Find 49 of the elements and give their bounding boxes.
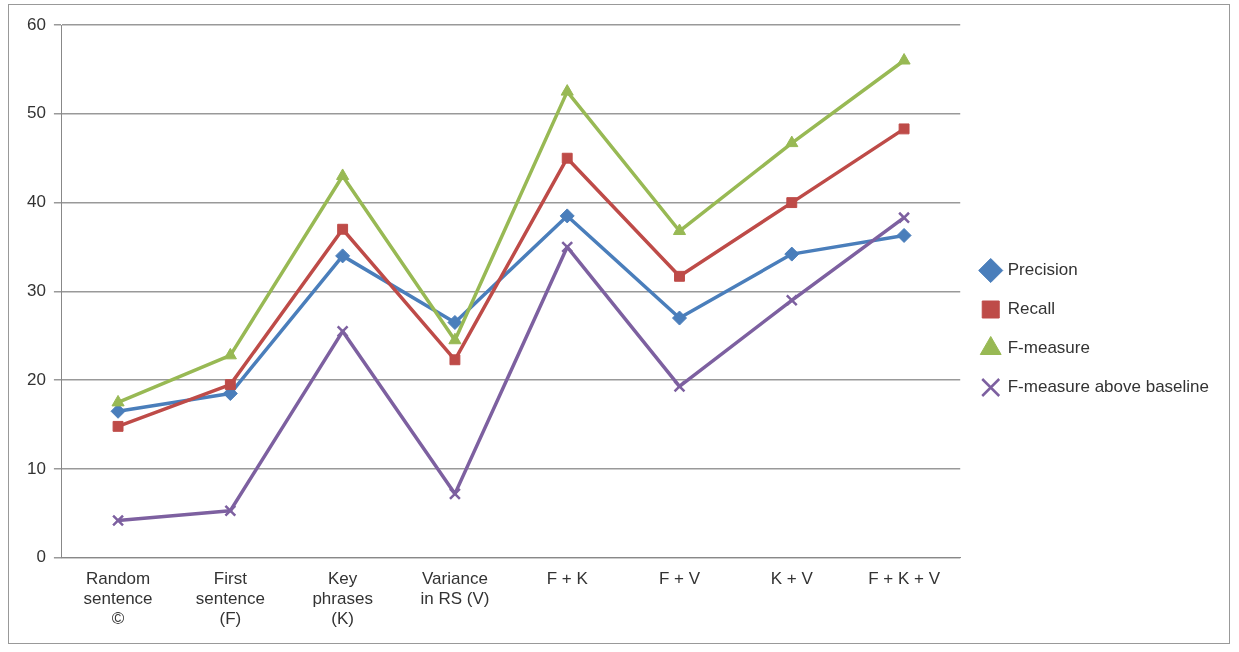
x-tick-label: F + V xyxy=(658,568,701,588)
point xyxy=(785,135,799,148)
y-tick-label: 10 xyxy=(26,458,46,478)
x-tick-label: Key phrases (K) xyxy=(312,568,373,629)
point xyxy=(336,168,350,180)
legend-label: F-measure above baseline xyxy=(1007,377,1209,397)
point xyxy=(447,314,463,330)
point xyxy=(897,211,911,224)
point xyxy=(897,53,911,65)
legend-label: Recall xyxy=(1007,299,1055,319)
y-tick-label: 20 xyxy=(26,369,46,389)
point xyxy=(560,84,574,96)
point xyxy=(337,223,349,235)
point xyxy=(224,504,237,517)
x-tick-label: Variance in RS (V) xyxy=(420,568,490,609)
point xyxy=(112,420,124,432)
point xyxy=(559,208,575,224)
point xyxy=(448,487,462,501)
point xyxy=(898,123,910,135)
point xyxy=(673,380,686,393)
y-tick-label: 30 xyxy=(26,281,46,301)
point xyxy=(896,227,912,243)
point xyxy=(111,394,125,407)
point xyxy=(223,347,237,360)
x-tick-label: F + K xyxy=(546,568,589,588)
point xyxy=(335,248,351,264)
point xyxy=(785,294,798,307)
y-tick-label: 60 xyxy=(26,14,46,34)
x-tick-label: F + K + V xyxy=(868,568,941,588)
point xyxy=(448,332,462,345)
x-tick-label: K + V xyxy=(770,568,814,588)
y-tick-label: 40 xyxy=(26,192,46,212)
point xyxy=(674,270,685,282)
point xyxy=(784,246,800,262)
x-tick-label: Random sentence © xyxy=(83,568,153,629)
x-tick-label: First sentence (F) xyxy=(195,568,265,629)
point xyxy=(561,240,574,254)
point xyxy=(111,514,125,527)
point xyxy=(786,197,798,209)
point xyxy=(561,152,573,164)
point xyxy=(449,354,461,366)
point xyxy=(672,310,687,326)
legend-label: Precision xyxy=(1007,260,1078,280)
point xyxy=(336,325,349,338)
y-tick-label: 0 xyxy=(36,547,46,567)
y-tick-label: 50 xyxy=(26,103,46,123)
point xyxy=(672,223,687,236)
point xyxy=(224,379,236,391)
legend-label: F-measure xyxy=(1007,338,1090,358)
